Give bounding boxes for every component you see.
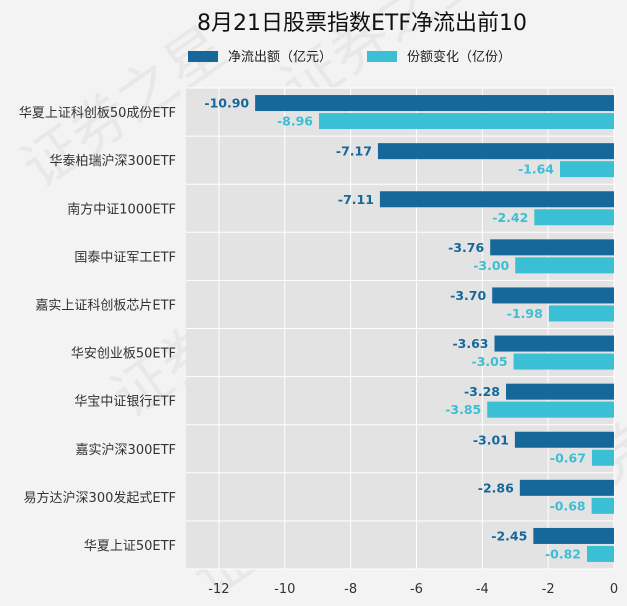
category-label: 嘉实沪深300ETF	[76, 442, 176, 458]
value-label-net-outflow: -10.90	[204, 96, 249, 111]
category-label: 南方中证1000ETF	[67, 201, 176, 217]
bar-net-outflow	[379, 191, 614, 208]
x-tick-label: -6	[410, 582, 423, 597]
bar-share-change	[319, 113, 614, 130]
bar-share-change	[591, 449, 614, 466]
value-label-share-change: -0.82	[545, 546, 581, 561]
value-label-share-change: -3.00	[473, 258, 509, 273]
value-label-net-outflow: -3.01	[473, 432, 509, 447]
value-label-share-change: -1.98	[507, 306, 543, 321]
value-label-net-outflow: -3.70	[450, 288, 486, 303]
bar-share-change	[560, 161, 614, 178]
category-labels: 华夏上证科创板50成份ETF 华泰柏瑞沪深300ETF 南方中证1000ETF 国泰中…	[19, 106, 176, 554]
x-tick-label: 0	[610, 582, 618, 597]
bar-share-change	[587, 545, 614, 562]
x-tick-label: -4	[476, 582, 489, 597]
value-label-net-outflow: -7.17	[336, 144, 372, 159]
x-tick-label: -10	[274, 582, 295, 597]
value-label-share-change: -1.64	[518, 162, 554, 177]
bar-net-outflow	[490, 239, 614, 256]
value-label-share-change: -3.05	[472, 354, 508, 369]
category-label: 华夏上证科创板50成份ETF	[19, 106, 176, 121]
bar-share-change	[534, 209, 614, 226]
bar-share-change	[487, 401, 614, 418]
value-label-net-outflow: -2.45	[491, 528, 527, 543]
chart-title: 8月21日股票指数ETF净流出前10	[197, 11, 527, 36]
bar-net-outflow	[506, 383, 614, 400]
grid-lines	[186, 87, 615, 570]
bar-net-outflow	[255, 95, 614, 112]
legend: 净流出额（亿元） 份额变化（亿份）	[188, 49, 511, 65]
category-label: 嘉实上证科创板芯片ETF	[35, 298, 176, 313]
bar-net-outflow	[514, 431, 614, 448]
bar-net-outflow	[519, 479, 614, 496]
legend-swatch	[367, 51, 397, 62]
value-label-share-change: -0.68	[550, 498, 586, 513]
bar-net-outflow	[533, 527, 614, 544]
x-tick-label: -8	[344, 582, 357, 597]
category-label: 华夏上证50ETF	[84, 539, 176, 554]
category-label: 国泰中证军工ETF	[74, 250, 176, 265]
value-label-net-outflow: -3.28	[464, 384, 500, 399]
bar-share-change	[548, 305, 614, 322]
x-tick-label: -2	[542, 582, 555, 597]
value-label-net-outflow: -2.86	[478, 480, 514, 495]
bar-net-outflow	[377, 143, 614, 160]
category-label: 易方达沪深300发起式ETF	[24, 490, 176, 506]
value-label-net-outflow: -7.11	[338, 192, 374, 207]
x-tick-label: -12	[208, 582, 229, 597]
value-label-share-change: -0.67	[550, 450, 586, 465]
category-label: 华宝中证银行ETF	[74, 395, 176, 410]
legend-label: 净流出额（亿元）	[228, 50, 332, 65]
bar-share-change	[591, 497, 614, 514]
bar-share-change	[513, 353, 614, 370]
value-label-share-change: -8.96	[277, 114, 313, 129]
x-axis-ticks: -12 -10 -8 -6 -4 -2 0	[208, 582, 618, 597]
category-label: 华泰柏瑞沪深300ETF	[50, 153, 176, 169]
bar-share-change	[515, 257, 614, 274]
category-label: 华安创业板50ETF	[71, 347, 176, 362]
legend-swatch	[188, 51, 218, 62]
value-label-share-change: -2.42	[492, 210, 528, 225]
value-label-net-outflow: -3.76	[448, 240, 484, 255]
bar-net-outflow	[492, 287, 614, 304]
value-label-net-outflow: -3.63	[452, 336, 488, 351]
value-label-share-change: -3.85	[445, 402, 481, 417]
legend-label: 份额变化（亿份）	[407, 49, 511, 65]
bar-net-outflow	[494, 335, 614, 352]
bars: -10.90 -8.96 -7.17 -1.64 -7.11 -2.42 -3.76 -3.0…	[204, 95, 614, 562]
